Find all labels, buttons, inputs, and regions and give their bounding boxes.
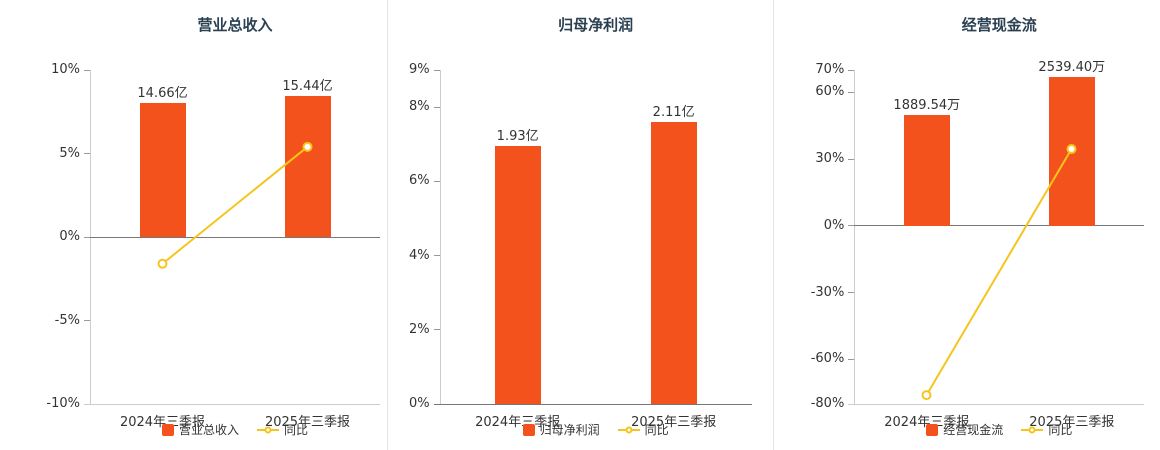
bar-value-label: 2.11亿 <box>652 104 695 120</box>
bar-swatch-icon <box>522 423 535 436</box>
y-axis-tick-label: 10% <box>51 62 80 77</box>
bar-value-label: 1889.54万 <box>893 97 961 113</box>
y-axis-tick-label: 0% <box>823 217 845 233</box>
legend: 归母净利润 同比 <box>440 421 752 438</box>
line-marker-icon <box>625 426 633 433</box>
y-axis-tick <box>848 358 855 360</box>
x-axis-category-label: 2024年三季报 <box>119 415 206 430</box>
x-axis-line <box>848 403 1145 405</box>
x-axis-category-label: 2025年三季报 <box>631 415 717 430</box>
y-axis-tick-label: -80% <box>810 396 845 411</box>
y-axis-line <box>439 70 441 404</box>
line-swatch-icon <box>617 426 640 433</box>
y-axis-tick-label: 4% <box>409 247 430 263</box>
y-axis-tick <box>848 69 855 71</box>
yoy-line-marker[interactable] <box>921 390 932 401</box>
yoy-line-path <box>161 146 309 265</box>
bar-2025年三季报[interactable] <box>650 121 697 404</box>
bar-swatch-icon <box>161 423 174 436</box>
bar-2024年三季报[interactable] <box>494 146 541 404</box>
chart-title: 归母净利润 <box>558 16 634 34</box>
y-axis-tick <box>84 153 90 154</box>
legend-item-line[interactable]: 同比 <box>1021 421 1072 438</box>
plot-area: 70% 60% 30% 0% -30% -60% -80% 1889.54万 2539.40万 2… <box>811 60 1145 430</box>
legend-label: 营业总收入 <box>178 423 239 437</box>
yoy-line-marker[interactable] <box>157 258 168 269</box>
bar-value-label: 14.66亿 <box>137 86 188 102</box>
line-swatch-icon <box>1021 426 1044 433</box>
chart-panel-net-profit: 归母净利润 9% 8% 6% 4% 2% 0% 1.93亿 2.11亿 2024年三季报 2025… <box>386 0 774 450</box>
y-axis-tick <box>848 292 855 294</box>
bar-value-label: 15.44亿 <box>282 78 333 94</box>
x-axis-line <box>433 403 752 405</box>
y-axis-line <box>854 70 856 404</box>
legend: 经营现金流 同比 <box>854 421 1144 438</box>
y-axis-tick <box>848 158 855 160</box>
bar-2025年三季报[interactable] <box>284 95 331 237</box>
legend-item-bar[interactable]: 归母净利润 <box>522 421 600 438</box>
bar-value-label: 2539.40万 <box>1038 59 1106 75</box>
y-axis-tick <box>84 236 90 238</box>
x-axis-category-label: 2025年三季报 <box>264 415 351 430</box>
x-axis-line <box>84 403 380 405</box>
y-axis-tick-label: 2% <box>409 321 430 337</box>
y-axis-tick <box>848 225 855 227</box>
yoy-line <box>157 141 313 269</box>
y-axis-tick-label: 60% <box>815 84 845 100</box>
y-axis-tick-label: -5% <box>54 312 80 328</box>
yoy-line-path <box>925 148 1073 396</box>
y-axis-tick <box>84 69 90 71</box>
y-axis-tick <box>433 69 440 71</box>
zero-axis-line <box>90 236 380 238</box>
y-axis-tick-label: 9% <box>409 62 430 77</box>
legend-item-bar[interactable]: 经营现金流 <box>926 421 1003 438</box>
y-axis-tick-label: -60% <box>810 351 845 367</box>
y-axis-tick-label: 5% <box>59 145 80 161</box>
y-axis-tick-label: 6% <box>409 173 430 189</box>
bar-2024年三季报[interactable] <box>903 114 950 226</box>
legend: 营业总收入 同比 <box>90 421 380 438</box>
chart-panel-total-operating-revenue: 营业总收入 10% 5% 0% -5% -10% 14.66亿 15.44亿 2024年三季报… <box>0 0 387 450</box>
y-axis-tick <box>848 91 855 93</box>
yoy-line-marker[interactable] <box>1066 144 1077 155</box>
y-axis-tick-label: 0% <box>59 229 80 244</box>
yoy-line <box>921 144 1077 401</box>
y-axis-tick-label: 8% <box>409 99 430 115</box>
yoy-line-marker[interactable] <box>302 141 313 152</box>
legend-item-line[interactable]: 同比 <box>617 421 669 438</box>
legend-label: 归母净利润 <box>539 423 600 437</box>
bar-swatch-icon <box>926 423 939 436</box>
y-axis-tick <box>433 180 440 182</box>
y-axis-tick-label: -10% <box>46 396 80 411</box>
plot-area: 9% 8% 6% 4% 2% 0% 1.93亿 2.11亿 2024年三季报 2025年三季报 <box>409 62 752 430</box>
legend-item-line[interactable]: 同比 <box>257 421 308 438</box>
legend-label: 同比 <box>644 423 669 437</box>
chart-title: 经营现金流 <box>961 16 1037 34</box>
plot-area: 10% 5% 0% -5% -10% 14.66亿 15.44亿 2024年三季报 2025年三… <box>46 62 380 430</box>
y-axis-tick-label: 70% <box>815 62 845 77</box>
legend-label: 同比 <box>1048 423 1073 437</box>
x-axis-category-label: 2025年三季报 <box>1029 415 1115 430</box>
line-marker-icon <box>1028 426 1036 433</box>
y-axis-tick <box>433 255 440 257</box>
y-axis-tick-label: -30% <box>810 284 845 300</box>
legend-label: 经营现金流 <box>943 423 1004 437</box>
y-axis-tick <box>84 320 90 321</box>
zero-axis-line <box>854 225 1145 227</box>
chart-panel-operating-cash-flow: 经营现金流 70% 60% 30% 0% -30% -60% -80% 1889.54万 253… <box>773 0 1160 450</box>
chart-title: 营业总收入 <box>197 16 273 34</box>
x-axis-category-label: 2024年三季报 <box>475 415 561 430</box>
line-swatch-icon <box>257 426 279 433</box>
y-axis-tick-label: 0% <box>409 396 430 411</box>
y-axis-tick <box>433 329 440 331</box>
line-marker-icon <box>264 426 272 433</box>
bar-2024年三季报[interactable] <box>139 103 186 237</box>
x-axis-category-label: 2024年三季报 <box>884 415 970 430</box>
legend-label: 同比 <box>284 423 309 437</box>
bar-value-label: 1.93亿 <box>496 129 539 145</box>
y-axis-tick-label: 30% <box>815 151 845 167</box>
legend-item-bar[interactable]: 营业总收入 <box>161 421 239 438</box>
y-axis-tick <box>433 106 440 108</box>
